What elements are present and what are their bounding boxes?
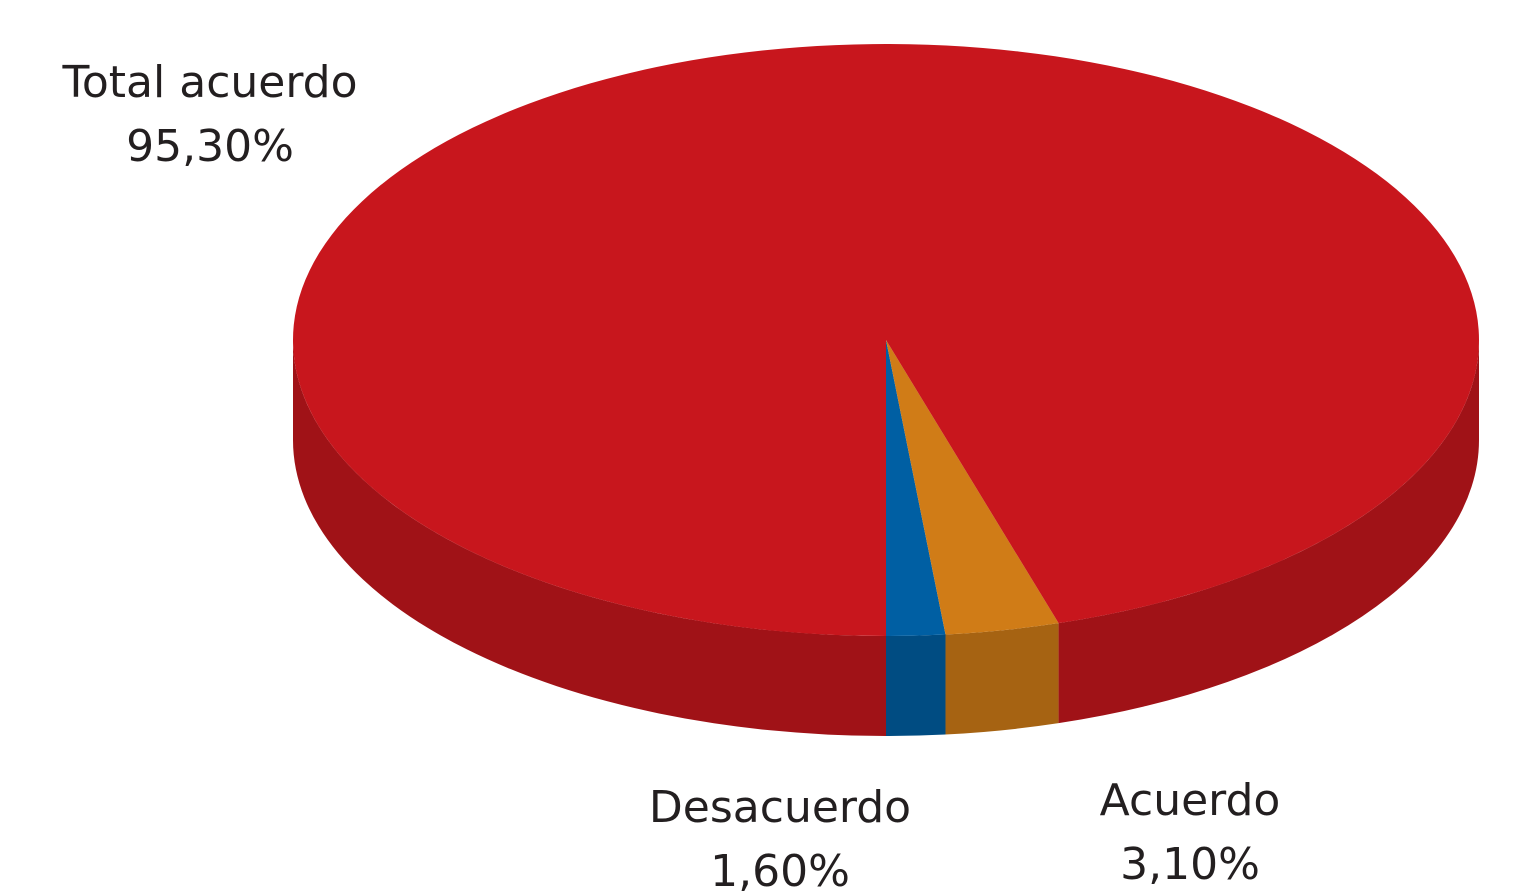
- slice-value-label: 1,60%: [710, 846, 850, 892]
- slice-value-label: 3,10%: [1120, 839, 1260, 890]
- pie-slice: [886, 340, 946, 636]
- pie-side: [293, 340, 886, 736]
- pie-slice: [293, 44, 1480, 637]
- slice-label: Acuerdo: [1100, 775, 1281, 826]
- slice-value-label: 95,30%: [126, 121, 294, 172]
- pie-side: [886, 634, 946, 736]
- pie-side: [1058, 340, 1479, 724]
- slice-label: Total acuerdo: [61, 57, 357, 108]
- slice-label: Desacuerdo: [649, 782, 911, 833]
- pie-side: [945, 623, 1059, 735]
- pie-slice: [886, 340, 1059, 635]
